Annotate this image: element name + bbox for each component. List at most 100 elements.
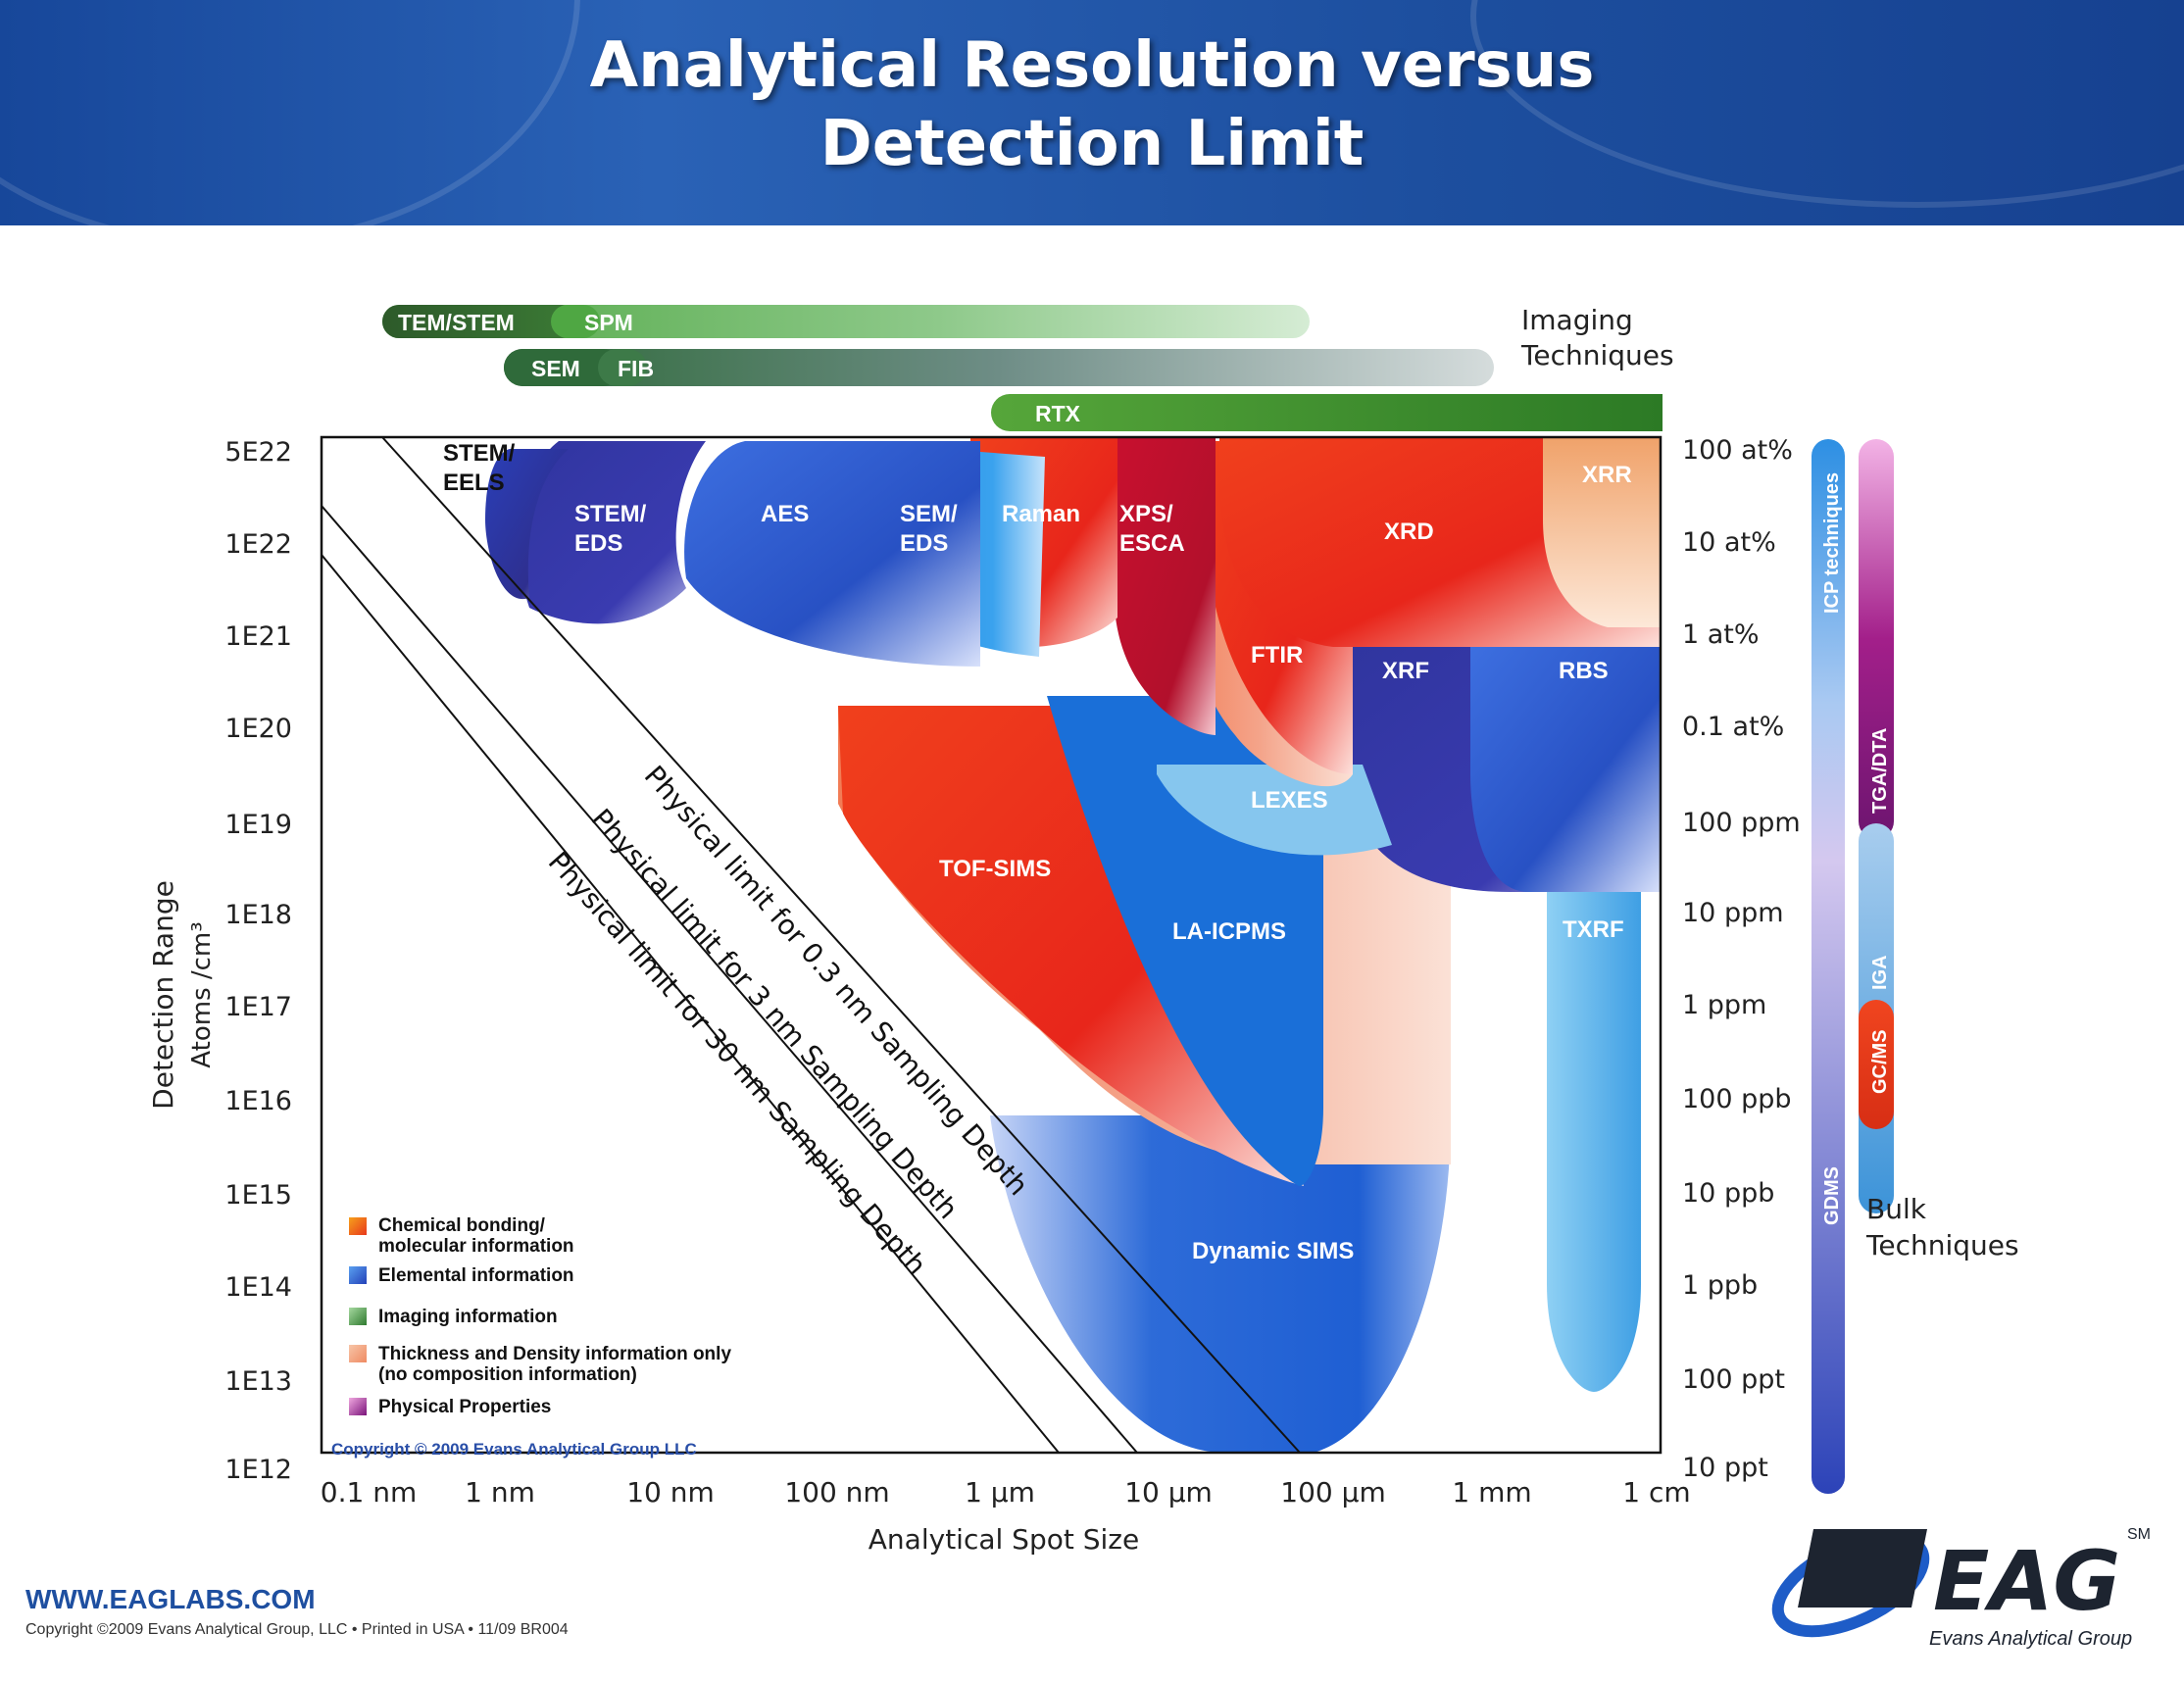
imaging-bar-sem bbox=[504, 349, 621, 386]
header-banner: Analytical Resolution versus Detection L… bbox=[0, 0, 2184, 225]
imaging-bars: TEM/STEM SPM SEM FIB RTX Imaging Techniq… bbox=[382, 304, 1674, 431]
x-tick: 1 nm bbox=[465, 1476, 535, 1509]
limit-line-3nm bbox=[321, 505, 1138, 1454]
x-tick: 100 µm bbox=[1280, 1476, 1385, 1509]
label-stem-eds-line1: STEM/ bbox=[574, 501, 647, 527]
y-tick-right: 10 ppt bbox=[1682, 1453, 1768, 1483]
label-stem-eels: STEM/EELS bbox=[443, 440, 516, 496]
page-title-line2: Detection Limit bbox=[819, 108, 1365, 180]
y-tick-right: 10 ppb bbox=[1682, 1178, 1774, 1209]
label-xps-esca-line1: XPS/ bbox=[1119, 501, 1173, 527]
bulk-bars: ICP techniques GDMS TGA/DTA IGA GC/MS Bu… bbox=[1812, 439, 2019, 1494]
y-tick-left: 1E22 bbox=[224, 529, 292, 560]
label-xrd: XRD bbox=[1384, 519, 1434, 545]
label-stem-eels-line1: STEM/ bbox=[443, 440, 516, 467]
region-xrr bbox=[1543, 437, 1661, 627]
logo-mark-icon bbox=[1798, 1529, 1927, 1608]
y-tick-left: 1E13 bbox=[224, 1366, 292, 1397]
label-xps-esca: XPS/ESCA bbox=[1119, 501, 1185, 557]
y-tick-right: 1 ppm bbox=[1682, 990, 1766, 1020]
imaging-bar-rtx bbox=[991, 394, 1663, 431]
x-axis-title: Analytical Spot Size bbox=[869, 1523, 1139, 1556]
y-axis-title-line1: Detection Range bbox=[147, 880, 179, 1110]
region-dynamic-sims bbox=[990, 1115, 1451, 1453]
y-tick-left: 1E17 bbox=[224, 992, 292, 1022]
y-tick-left: 1E19 bbox=[224, 810, 292, 840]
legend-swatch-imaging bbox=[349, 1308, 367, 1325]
imaging-bar-fib-cap bbox=[598, 349, 647, 386]
imaging-bar-fib bbox=[504, 349, 1494, 386]
legend-label-elemental: Elemental information bbox=[378, 1265, 574, 1286]
region-txrf bbox=[1547, 814, 1641, 1392]
imaging-label-spm: SPM bbox=[584, 310, 633, 335]
bulk-techniques-label-1: Bulk bbox=[1866, 1193, 1927, 1225]
legend-label-chemical-2: molecular information bbox=[378, 1236, 574, 1257]
region-xps-esca bbox=[1116, 437, 1216, 735]
y-tick-right: 10 ppm bbox=[1682, 898, 1784, 928]
legend-swatch-elemental bbox=[349, 1266, 367, 1284]
bulk-bar-icp-gdms bbox=[1812, 439, 1845, 1494]
y-axis-title-line2: Atoms /cm³ bbox=[187, 921, 217, 1067]
label-rbs: RBS bbox=[1559, 658, 1609, 684]
y-tick-right: 0.1 at% bbox=[1682, 712, 1784, 742]
y-tick-left: 1E20 bbox=[224, 714, 292, 744]
footer-url[interactable]: WWW.EAGLABS.COM bbox=[25, 1584, 316, 1614]
y-tick-right: 1 ppb bbox=[1682, 1270, 1758, 1301]
plot-frame bbox=[320, 435, 1663, 1455]
x-tick: 10 nm bbox=[626, 1476, 715, 1509]
imaging-label-fib: FIB bbox=[618, 356, 654, 381]
bulk-bar-tga-dta bbox=[1859, 439, 1894, 839]
y-tick-left: 5E22 bbox=[224, 437, 292, 468]
x-tick: 10 µm bbox=[1124, 1476, 1213, 1509]
y-tick-right: 100 ppt bbox=[1682, 1364, 1785, 1395]
label-sem-eds: SEM/EDS bbox=[900, 501, 958, 557]
logo-sm: SM bbox=[2127, 1526, 2151, 1543]
bulk-label-icp: ICP techniques bbox=[1821, 472, 1843, 614]
x-axis-ticks: 0.1 nm 1 nm 10 nm 100 nm 1 µm 10 µm 100 µm 1 mm… bbox=[321, 1476, 1691, 1509]
page-title-line1: Analytical Resolution versus bbox=[589, 29, 1595, 102]
y-tick-right: 100 ppm bbox=[1682, 808, 1801, 838]
y-tick-left: 1E12 bbox=[224, 1455, 292, 1485]
legend-swatch-chemical bbox=[349, 1217, 367, 1235]
label-sem-eds-line2: EDS bbox=[900, 530, 948, 557]
imaging-bar-spm bbox=[382, 305, 1310, 338]
region-stem-eds bbox=[520, 441, 706, 624]
imaging-label-tem-stem: TEM/STEM bbox=[398, 310, 515, 335]
x-tick: 0.1 nm bbox=[321, 1476, 417, 1509]
y-tick-right: 10 at% bbox=[1682, 527, 1776, 558]
x-tick: 1 µm bbox=[965, 1476, 1035, 1509]
imaging-techniques-label-1: Imaging bbox=[1521, 304, 1633, 336]
region-aes bbox=[684, 441, 980, 667]
y-tick-right: 100 at% bbox=[1682, 435, 1793, 466]
x-tick: 1 mm bbox=[1452, 1476, 1531, 1509]
bulk-label-iga: IGA bbox=[1869, 955, 1891, 990]
y-tick-left: 1E15 bbox=[224, 1180, 292, 1211]
y-tick-right: 1 at% bbox=[1682, 619, 1760, 650]
y-tick-left: 1E21 bbox=[224, 621, 292, 652]
legend-label-chemical-1: Chemical bonding/ bbox=[378, 1215, 546, 1236]
imaging-bar-spm-cap bbox=[551, 305, 600, 338]
bulk-label-tga-dta: TGA/DTA bbox=[1869, 728, 1891, 814]
label-ftir: FTIR bbox=[1251, 642, 1303, 668]
label-la-icpms: LA-ICPMS bbox=[1172, 918, 1286, 945]
label-lexes: LEXES bbox=[1251, 787, 1328, 814]
region-labels: STEM/EELS STEM/EDS AES SEM/EDS Raman XPS… bbox=[443, 440, 1632, 1264]
y-axis-left-ticks: 5E22 1E22 1E21 1E20 1E19 1E18 1E17 1E16 1E15 1E14… bbox=[224, 437, 292, 1485]
bulk-bar-gc-ms bbox=[1859, 1000, 1894, 1129]
bulk-label-gc-ms: GC/MS bbox=[1869, 1029, 1891, 1094]
region-tof-sims bbox=[838, 706, 1304, 1186]
legend: Chemical bonding/ molecular information … bbox=[331, 1215, 731, 1459]
imaging-label-sem: SEM bbox=[531, 356, 580, 381]
label-xps-esca-line2: ESCA bbox=[1119, 530, 1185, 557]
label-txrf: TXRF bbox=[1563, 916, 1624, 943]
y-tick-right: 100 ppb bbox=[1682, 1084, 1792, 1114]
chart: TEM/STEM SPM SEM FIB RTX Imaging Techniq… bbox=[147, 304, 2151, 1650]
legend-label-thickness-2: (no composition information) bbox=[378, 1364, 637, 1385]
label-sem-eds-line1: SEM/ bbox=[900, 501, 958, 527]
label-dynamic-sims: Dynamic SIMS bbox=[1192, 1238, 1354, 1264]
label-stem-eds: STEM/EDS bbox=[574, 501, 647, 557]
plot-regions bbox=[485, 437, 1661, 1453]
logo-text: EAG bbox=[1933, 1533, 2120, 1629]
label-aes: AES bbox=[761, 501, 809, 527]
bulk-techniques-label-2: Techniques bbox=[1865, 1229, 2019, 1262]
